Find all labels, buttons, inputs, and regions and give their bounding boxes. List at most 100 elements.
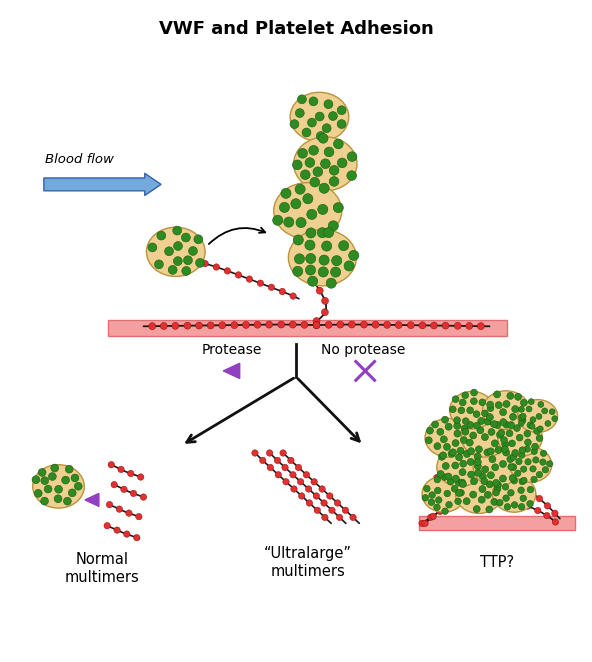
Circle shape — [252, 449, 258, 456]
Circle shape — [475, 469, 482, 476]
Circle shape — [298, 95, 307, 104]
Circle shape — [63, 497, 71, 505]
Circle shape — [422, 520, 428, 526]
Circle shape — [62, 476, 69, 484]
Circle shape — [246, 276, 253, 282]
Circle shape — [511, 406, 519, 412]
Circle shape — [332, 256, 342, 265]
Circle shape — [471, 423, 477, 430]
Circle shape — [202, 260, 208, 267]
Circle shape — [519, 406, 525, 412]
Circle shape — [458, 490, 464, 496]
Circle shape — [518, 463, 525, 469]
Circle shape — [207, 322, 214, 329]
Circle shape — [336, 514, 343, 520]
Circle shape — [426, 427, 433, 434]
Circle shape — [326, 278, 336, 288]
Circle shape — [452, 396, 459, 402]
Circle shape — [313, 493, 320, 499]
Circle shape — [489, 455, 496, 463]
Circle shape — [528, 399, 534, 404]
Circle shape — [487, 448, 494, 455]
Circle shape — [493, 479, 500, 487]
Circle shape — [462, 428, 469, 435]
Circle shape — [290, 120, 299, 128]
Circle shape — [303, 471, 310, 478]
Ellipse shape — [437, 448, 484, 487]
Circle shape — [545, 420, 551, 426]
Circle shape — [337, 120, 346, 128]
Circle shape — [453, 422, 461, 430]
Circle shape — [536, 471, 543, 478]
Circle shape — [71, 474, 79, 482]
Circle shape — [519, 504, 525, 510]
Circle shape — [329, 166, 339, 175]
Circle shape — [134, 534, 140, 541]
Circle shape — [490, 471, 497, 478]
Circle shape — [384, 321, 391, 328]
Ellipse shape — [294, 137, 357, 191]
Circle shape — [496, 402, 502, 408]
Circle shape — [306, 228, 316, 238]
Circle shape — [519, 447, 526, 453]
Circle shape — [44, 485, 52, 493]
Circle shape — [319, 183, 329, 193]
Circle shape — [307, 118, 316, 127]
Circle shape — [321, 241, 332, 251]
Ellipse shape — [450, 391, 494, 429]
Circle shape — [446, 503, 452, 510]
Circle shape — [337, 106, 346, 115]
Ellipse shape — [482, 391, 529, 430]
Circle shape — [321, 514, 328, 520]
Circle shape — [344, 261, 354, 271]
Circle shape — [442, 416, 449, 423]
Circle shape — [442, 508, 448, 514]
Circle shape — [459, 481, 466, 488]
Circle shape — [511, 477, 517, 484]
Circle shape — [49, 473, 56, 481]
Text: Blood flow: Blood flow — [45, 154, 114, 166]
Circle shape — [34, 489, 42, 497]
Circle shape — [471, 389, 478, 396]
Circle shape — [519, 452, 525, 458]
Circle shape — [293, 235, 303, 245]
Circle shape — [507, 393, 514, 399]
Circle shape — [307, 209, 317, 219]
Circle shape — [266, 449, 273, 456]
Circle shape — [498, 430, 505, 436]
Circle shape — [520, 399, 527, 406]
Circle shape — [546, 461, 553, 467]
Circle shape — [282, 464, 288, 471]
Circle shape — [458, 455, 465, 461]
Circle shape — [497, 432, 503, 438]
Circle shape — [497, 499, 503, 506]
Circle shape — [520, 466, 527, 472]
Circle shape — [320, 159, 330, 169]
Circle shape — [434, 476, 440, 483]
Circle shape — [462, 418, 469, 424]
Circle shape — [536, 495, 543, 502]
Circle shape — [275, 471, 282, 478]
Circle shape — [254, 321, 261, 328]
Circle shape — [311, 479, 317, 485]
Circle shape — [424, 485, 430, 492]
Circle shape — [137, 474, 144, 480]
Circle shape — [520, 413, 526, 419]
Circle shape — [519, 417, 526, 424]
Circle shape — [456, 489, 462, 496]
Circle shape — [224, 267, 231, 274]
Circle shape — [305, 254, 316, 263]
Circle shape — [501, 437, 507, 444]
Ellipse shape — [517, 400, 558, 432]
Circle shape — [467, 458, 474, 465]
Circle shape — [529, 424, 535, 429]
Circle shape — [459, 469, 466, 476]
Circle shape — [481, 434, 488, 441]
Circle shape — [460, 460, 466, 467]
Circle shape — [481, 475, 487, 481]
Bar — [419, 516, 575, 530]
Circle shape — [195, 258, 204, 267]
Circle shape — [455, 494, 461, 500]
Circle shape — [461, 437, 467, 444]
Circle shape — [437, 471, 444, 477]
